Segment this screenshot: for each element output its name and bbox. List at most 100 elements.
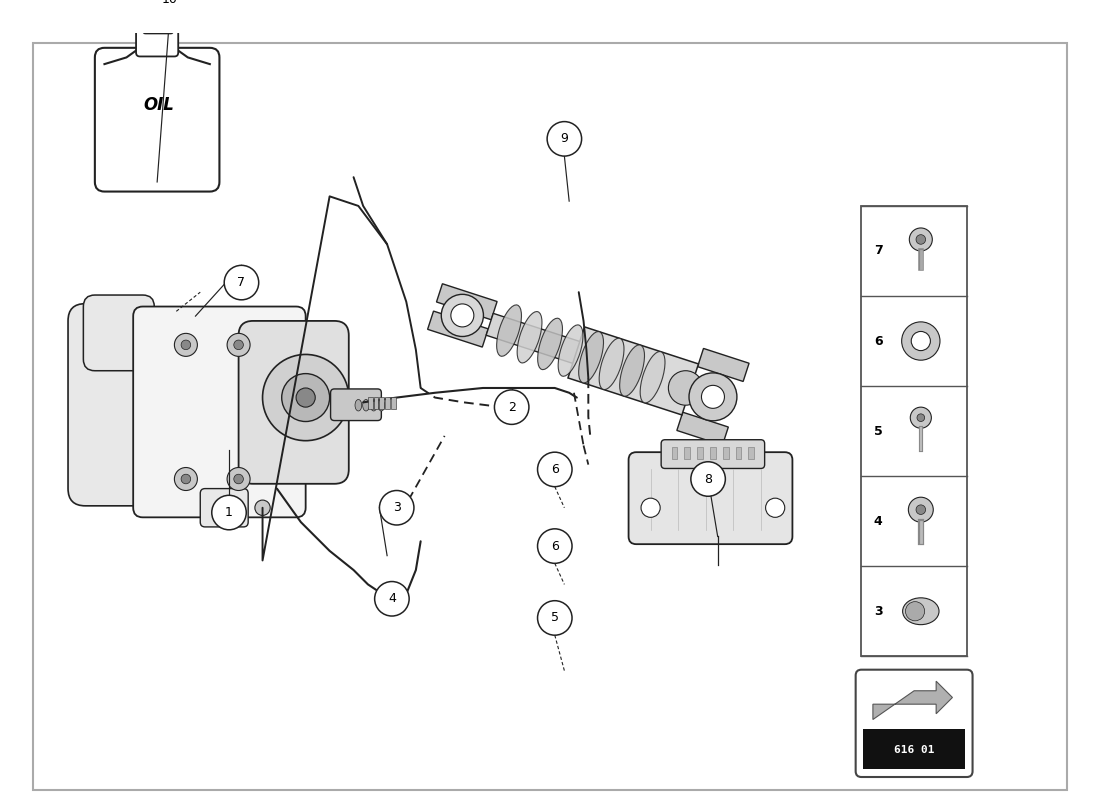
Ellipse shape bbox=[363, 399, 370, 411]
Circle shape bbox=[911, 407, 932, 428]
Circle shape bbox=[538, 601, 572, 635]
Circle shape bbox=[538, 529, 572, 563]
Circle shape bbox=[910, 228, 933, 251]
Bar bbox=[390, 397, 396, 409]
Circle shape bbox=[282, 374, 330, 422]
Polygon shape bbox=[437, 284, 497, 320]
Circle shape bbox=[547, 122, 582, 156]
Bar bbox=[864, 729, 965, 770]
Circle shape bbox=[909, 498, 933, 522]
Circle shape bbox=[379, 490, 414, 525]
Bar bbox=[385, 397, 390, 409]
Circle shape bbox=[212, 495, 246, 530]
FancyBboxPatch shape bbox=[239, 321, 349, 484]
Polygon shape bbox=[568, 327, 698, 415]
Circle shape bbox=[182, 474, 190, 484]
Text: 2: 2 bbox=[508, 401, 516, 414]
Text: 1: 1 bbox=[226, 506, 233, 519]
Text: 4: 4 bbox=[873, 514, 882, 528]
Polygon shape bbox=[873, 681, 953, 719]
Bar bbox=[374, 397, 378, 409]
Circle shape bbox=[255, 500, 271, 515]
Ellipse shape bbox=[579, 331, 604, 383]
Circle shape bbox=[691, 462, 725, 496]
Text: 5: 5 bbox=[551, 611, 559, 625]
Text: 10: 10 bbox=[162, 0, 177, 6]
Ellipse shape bbox=[378, 399, 385, 411]
Circle shape bbox=[916, 234, 925, 244]
Polygon shape bbox=[428, 311, 488, 347]
Circle shape bbox=[175, 467, 197, 490]
Text: 616 01: 616 01 bbox=[894, 745, 934, 755]
Circle shape bbox=[224, 266, 258, 300]
Circle shape bbox=[902, 322, 940, 360]
Circle shape bbox=[689, 373, 737, 421]
Bar bbox=[367, 397, 373, 409]
Ellipse shape bbox=[355, 399, 362, 411]
Bar bbox=[723, 447, 728, 459]
Text: OIL: OIL bbox=[144, 96, 175, 114]
Ellipse shape bbox=[371, 399, 377, 411]
Ellipse shape bbox=[517, 311, 542, 363]
Bar bbox=[684, 447, 690, 459]
Text: 3: 3 bbox=[873, 605, 882, 618]
FancyBboxPatch shape bbox=[856, 670, 972, 777]
FancyBboxPatch shape bbox=[143, 10, 174, 34]
Circle shape bbox=[538, 452, 572, 486]
Circle shape bbox=[175, 334, 197, 356]
Text: 5: 5 bbox=[873, 425, 882, 438]
Polygon shape bbox=[697, 349, 749, 382]
Text: 6: 6 bbox=[873, 334, 882, 347]
Circle shape bbox=[905, 602, 925, 621]
FancyBboxPatch shape bbox=[68, 304, 160, 506]
Text: 7: 7 bbox=[238, 276, 245, 289]
Circle shape bbox=[227, 334, 250, 356]
Bar bbox=[672, 447, 678, 459]
FancyBboxPatch shape bbox=[133, 306, 306, 518]
Bar bbox=[379, 397, 384, 409]
Ellipse shape bbox=[538, 318, 562, 370]
Circle shape bbox=[296, 388, 316, 407]
Polygon shape bbox=[676, 412, 728, 446]
Circle shape bbox=[234, 340, 243, 350]
Circle shape bbox=[917, 414, 925, 422]
Text: 6: 6 bbox=[551, 539, 559, 553]
Circle shape bbox=[451, 304, 474, 327]
Circle shape bbox=[766, 498, 784, 518]
Bar bbox=[748, 447, 755, 459]
Bar bbox=[861, 206, 967, 656]
Circle shape bbox=[669, 370, 703, 406]
Ellipse shape bbox=[497, 305, 521, 356]
FancyBboxPatch shape bbox=[331, 389, 382, 421]
FancyBboxPatch shape bbox=[200, 489, 249, 527]
Circle shape bbox=[234, 474, 243, 484]
Circle shape bbox=[916, 505, 925, 514]
Text: 8: 8 bbox=[704, 473, 712, 486]
FancyBboxPatch shape bbox=[84, 295, 154, 370]
FancyBboxPatch shape bbox=[661, 440, 764, 469]
Circle shape bbox=[641, 498, 660, 518]
Circle shape bbox=[911, 331, 931, 350]
Bar bbox=[736, 447, 741, 459]
Ellipse shape bbox=[558, 325, 583, 376]
FancyBboxPatch shape bbox=[628, 452, 792, 544]
Polygon shape bbox=[486, 314, 603, 370]
Circle shape bbox=[702, 386, 725, 408]
Circle shape bbox=[182, 340, 190, 350]
Text: 9: 9 bbox=[560, 132, 569, 146]
Circle shape bbox=[441, 294, 483, 337]
FancyBboxPatch shape bbox=[136, 22, 178, 57]
Circle shape bbox=[375, 582, 409, 616]
Text: 7: 7 bbox=[873, 245, 882, 258]
Bar bbox=[697, 447, 703, 459]
Ellipse shape bbox=[619, 345, 645, 396]
Circle shape bbox=[153, 0, 187, 17]
Bar bbox=[710, 447, 716, 459]
Text: 3: 3 bbox=[393, 502, 400, 514]
FancyBboxPatch shape bbox=[95, 48, 219, 191]
Circle shape bbox=[263, 354, 349, 441]
Circle shape bbox=[227, 467, 250, 490]
Text: 4: 4 bbox=[388, 592, 396, 606]
Ellipse shape bbox=[600, 338, 624, 390]
Circle shape bbox=[494, 390, 529, 424]
